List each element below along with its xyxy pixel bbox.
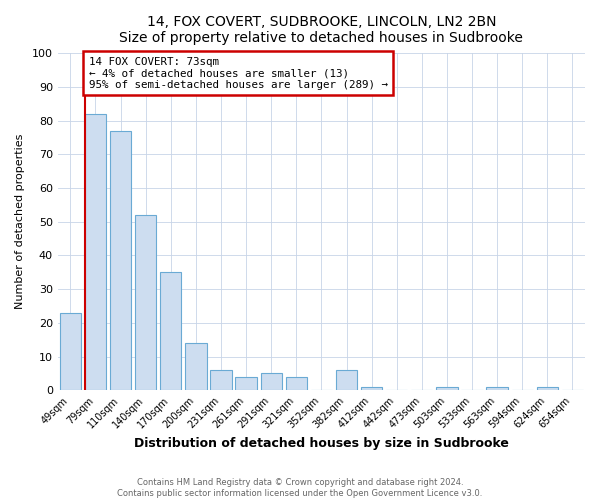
Bar bbox=[536, 387, 558, 390]
Bar bbox=[235, 377, 257, 390]
Bar bbox=[160, 272, 181, 390]
Bar bbox=[336, 370, 357, 390]
Bar bbox=[185, 343, 206, 390]
Bar bbox=[110, 131, 131, 390]
Title: 14, FOX COVERT, SUDBROOKE, LINCOLN, LN2 2BN
Size of property relative to detache: 14, FOX COVERT, SUDBROOKE, LINCOLN, LN2 … bbox=[119, 15, 523, 45]
Bar bbox=[85, 114, 106, 390]
Bar bbox=[260, 374, 282, 390]
Bar bbox=[59, 313, 81, 390]
Bar bbox=[135, 215, 157, 390]
Bar bbox=[286, 377, 307, 390]
X-axis label: Distribution of detached houses by size in Sudbrooke: Distribution of detached houses by size … bbox=[134, 437, 509, 450]
Text: Contains HM Land Registry data © Crown copyright and database right 2024.
Contai: Contains HM Land Registry data © Crown c… bbox=[118, 478, 482, 498]
Text: 14 FOX COVERT: 73sqm
← 4% of detached houses are smaller (13)
95% of semi-detach: 14 FOX COVERT: 73sqm ← 4% of detached ho… bbox=[89, 56, 388, 90]
Bar bbox=[211, 370, 232, 390]
Bar bbox=[361, 387, 382, 390]
Y-axis label: Number of detached properties: Number of detached properties bbox=[15, 134, 25, 310]
Bar bbox=[487, 387, 508, 390]
Bar bbox=[436, 387, 458, 390]
